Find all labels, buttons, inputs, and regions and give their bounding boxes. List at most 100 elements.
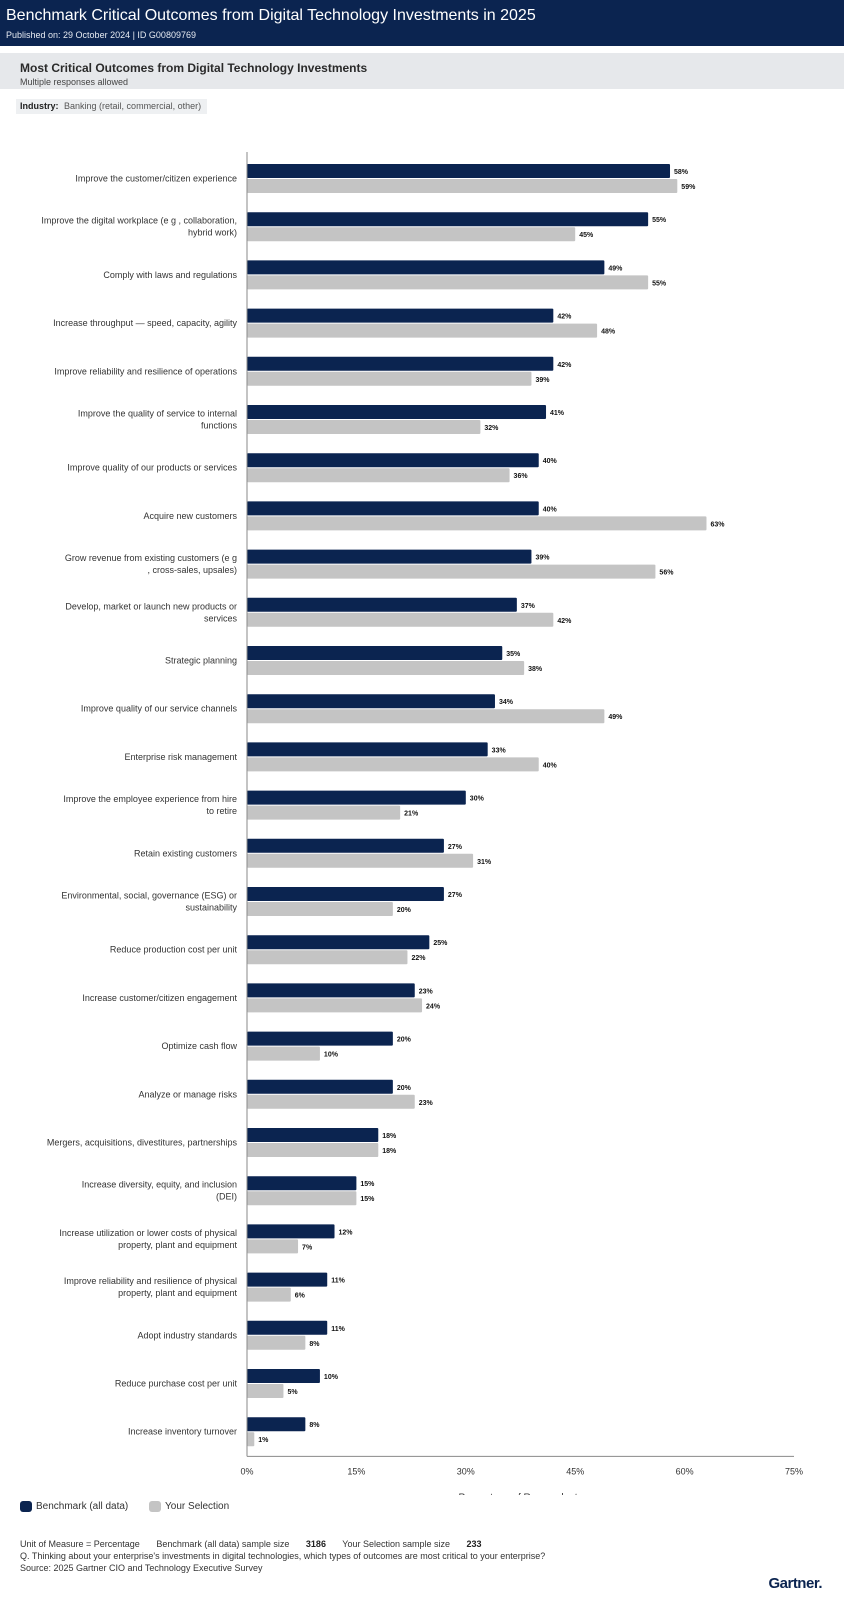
bar-benchmark xyxy=(247,1176,357,1191)
bar-benchmark xyxy=(247,887,444,901)
data-label-benchmark: 15% xyxy=(360,1181,375,1188)
bar-benchmark xyxy=(247,453,539,468)
data-label-benchmark: 11% xyxy=(331,1278,345,1285)
data-label-selection: 22% xyxy=(411,955,426,962)
source-note: Source: 2025 Gartner CIO and Technology … xyxy=(20,1563,263,1573)
data-label-benchmark: 30% xyxy=(470,796,485,803)
legend-label-benchmark: Benchmark (all data) xyxy=(36,1501,129,1512)
bench-sample-size: 3186 xyxy=(305,1539,326,1549)
category-label: Retain existing customers xyxy=(134,848,238,858)
bar-selection xyxy=(247,1143,379,1157)
data-label-selection: 42% xyxy=(557,618,572,625)
data-label-selection: 32% xyxy=(484,425,499,432)
category-label: Improve reliability and resilience of op… xyxy=(54,366,237,376)
bar-benchmark xyxy=(247,983,415,998)
data-label-benchmark: 42% xyxy=(557,314,572,321)
data-label-benchmark: 10% xyxy=(324,1374,339,1381)
survey-question: Q. Thinking about your enterprise's inve… xyxy=(20,1551,546,1561)
report-header: Benchmark Critical Outcomes from Digital… xyxy=(0,0,844,46)
data-label-benchmark: 41% xyxy=(550,410,565,417)
x-tick-label: 45% xyxy=(566,1466,584,1476)
category-label: Acquire new customers xyxy=(143,511,237,521)
data-label-selection: 48% xyxy=(601,329,616,336)
report-title: Benchmark Critical Outcomes from Digital… xyxy=(6,7,536,24)
bar-benchmark xyxy=(247,597,517,612)
category-label: Improve quality of our service channels xyxy=(81,704,238,714)
bar-benchmark xyxy=(247,935,430,950)
bar-selection xyxy=(247,998,423,1013)
data-label-selection: 40% xyxy=(543,762,558,769)
category-label: Comply with laws and regulations xyxy=(103,270,237,280)
bar-selection xyxy=(247,323,598,338)
gartner-logo: Gartner. xyxy=(768,1575,822,1592)
bar-benchmark xyxy=(247,1128,379,1142)
category-label: Environmental, social, governance (ESG) … xyxy=(61,891,237,913)
chart-footer: Unit of Measure = Percentage Benchmark (… xyxy=(20,1538,580,1574)
data-label-benchmark: 11% xyxy=(331,1326,345,1333)
filter-value[interactable]: Banking (retail, commercial, other) xyxy=(64,101,202,111)
bar-benchmark xyxy=(247,742,488,757)
bar-selection xyxy=(247,757,539,772)
bar-benchmark xyxy=(247,308,554,323)
bar-benchmark xyxy=(247,164,671,178)
bar-selection xyxy=(247,371,532,386)
bar-benchmark xyxy=(247,405,547,419)
chart-note: Multiple responses allowed xyxy=(20,77,129,87)
data-label-benchmark: 12% xyxy=(339,1229,354,1236)
category-label: Mergers, acquisitions, divestitures, par… xyxy=(47,1138,238,1148)
legend-swatch-benchmark xyxy=(20,1501,32,1512)
bar-selection xyxy=(247,1046,320,1061)
sample-info: Unit of Measure = Percentage Benchmark (… xyxy=(20,1538,580,1550)
bar-benchmark xyxy=(247,790,466,805)
category-label: Reduce purchase cost per unit xyxy=(115,1379,238,1389)
category-label: Grow revenue from existing customers (e … xyxy=(65,553,237,575)
legend-swatch-selection xyxy=(149,1501,162,1512)
data-label-benchmark: 49% xyxy=(608,265,623,272)
data-label-selection: 20% xyxy=(397,907,412,914)
bar-benchmark xyxy=(247,1079,393,1094)
unit-of-measure: Unit of Measure = Percentage xyxy=(20,1539,140,1549)
data-label-selection: 23% xyxy=(419,1100,434,1107)
data-label-selection: 31% xyxy=(477,859,492,866)
data-label-selection: 8% xyxy=(309,1341,320,1348)
data-label-benchmark: 33% xyxy=(492,747,507,754)
category-label: Improve the customer/citizen experience xyxy=(75,174,237,184)
category-label: Improve the quality of service to intern… xyxy=(78,409,238,431)
data-label-selection: 1% xyxy=(258,1437,269,1444)
data-label-selection: 7% xyxy=(302,1244,313,1251)
bar-selection xyxy=(247,564,656,579)
x-axis-title: Percentage of Respondents xyxy=(459,1492,583,1495)
category-label: Improve the digital workplace (e g , col… xyxy=(41,216,237,238)
data-label-selection: 49% xyxy=(608,714,623,721)
legend-item-selection[interactable]: Your Selection xyxy=(149,1501,229,1512)
category-label: Develop, market or launch new products o… xyxy=(65,601,237,623)
bar-selection xyxy=(247,950,408,965)
data-label-benchmark: 40% xyxy=(543,458,558,465)
bar-benchmark xyxy=(247,1031,393,1046)
data-label-selection: 36% xyxy=(514,473,529,480)
data-label-selection: 63% xyxy=(710,521,725,528)
bar-benchmark xyxy=(247,356,554,371)
sel-sample-size: 233 xyxy=(466,1539,482,1549)
bar-benchmark xyxy=(247,694,495,709)
data-label-selection: 6% xyxy=(295,1293,306,1300)
data-label-selection: 45% xyxy=(579,232,594,239)
data-label-selection: 10% xyxy=(324,1052,339,1059)
x-tick-label: 15% xyxy=(347,1466,365,1476)
data-label-benchmark: 20% xyxy=(397,1037,412,1044)
bar-selection xyxy=(247,275,649,290)
bar-benchmark xyxy=(247,1224,335,1239)
data-label-benchmark: 37% xyxy=(521,603,536,610)
x-tick-label: 30% xyxy=(457,1466,475,1476)
bar-selection xyxy=(247,1191,357,1206)
bar-selection xyxy=(247,1384,284,1398)
data-label-benchmark: 55% xyxy=(652,217,667,224)
bar-benchmark xyxy=(247,1369,320,1383)
category-label: Increase utilization or lower costs of p… xyxy=(59,1228,237,1250)
category-label: Improve reliability and resilience of ph… xyxy=(64,1276,238,1298)
data-label-selection: 24% xyxy=(426,1003,441,1010)
industry-filter[interactable]: Industry: Banking (retail, commercial, o… xyxy=(16,99,208,114)
bar-selection xyxy=(247,902,393,916)
data-label-benchmark: 27% xyxy=(448,892,463,899)
legend-item-benchmark[interactable]: Benchmark (all data) xyxy=(20,1501,128,1512)
